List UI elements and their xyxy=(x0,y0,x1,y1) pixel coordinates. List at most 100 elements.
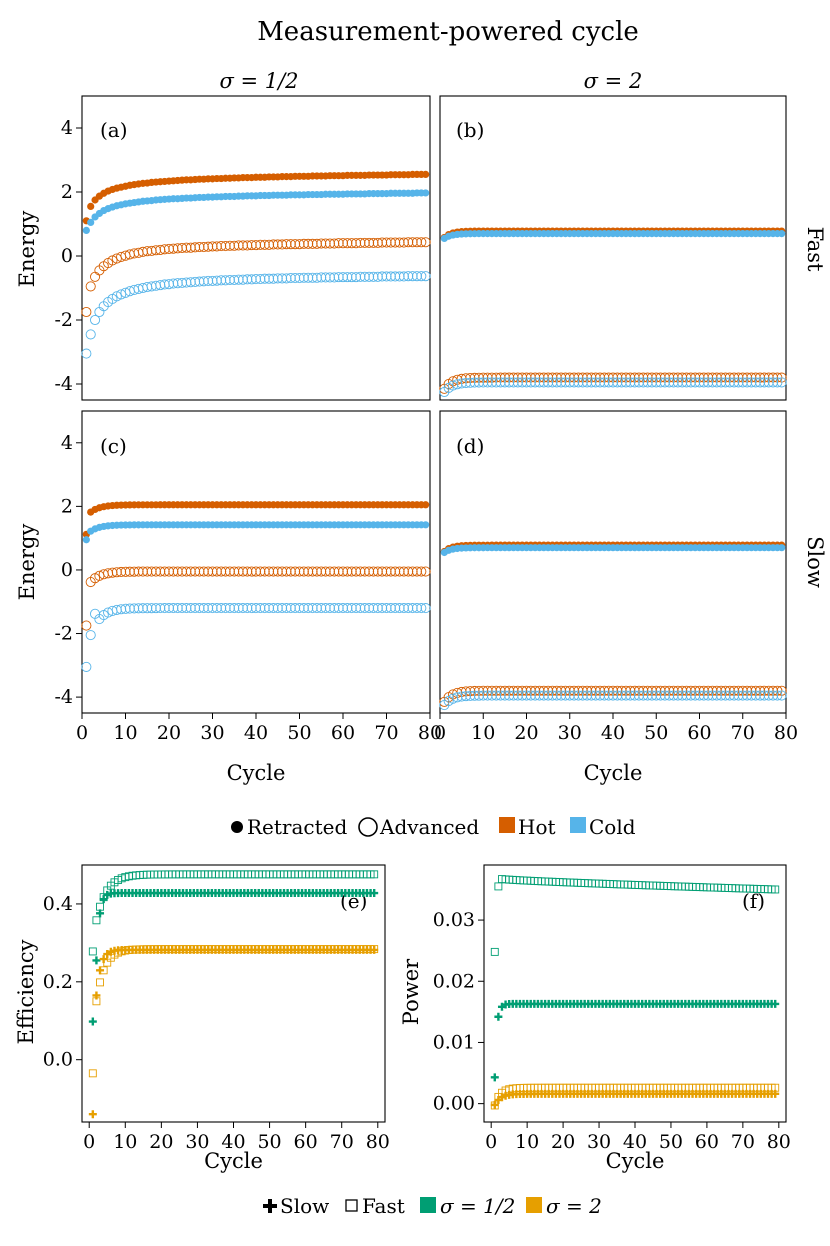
data-point xyxy=(237,603,248,614)
data-point xyxy=(655,690,666,701)
legend-fast-label: Fast xyxy=(362,1194,405,1218)
panel-f-series-fast-2 xyxy=(490,1083,780,1110)
legend-fast-marker xyxy=(345,1199,358,1212)
data-point xyxy=(124,566,135,577)
data-point xyxy=(211,241,222,252)
data-point xyxy=(469,377,480,388)
data-point xyxy=(420,237,431,248)
panel-c-series-hot-advanced xyxy=(81,566,431,631)
legend-hot-swatch xyxy=(499,817,515,833)
data-point xyxy=(698,377,709,388)
data-point xyxy=(538,690,549,701)
data-point xyxy=(277,273,288,284)
data-point xyxy=(190,566,201,577)
data-point xyxy=(181,242,192,253)
data-point xyxy=(216,566,227,577)
data-point xyxy=(277,566,288,577)
data-point xyxy=(203,603,214,614)
data-point xyxy=(556,377,567,388)
data-point xyxy=(767,377,779,388)
data-point xyxy=(385,271,396,282)
data-point xyxy=(172,243,183,254)
data-point xyxy=(564,690,575,701)
data-point xyxy=(290,239,301,250)
panel-d-frame xyxy=(439,410,787,714)
data-point xyxy=(150,566,161,577)
panel-f-frame xyxy=(483,864,787,1123)
data-point xyxy=(168,278,179,289)
data-point xyxy=(272,273,283,284)
data-point xyxy=(337,238,349,249)
data-point xyxy=(237,566,248,577)
data-point xyxy=(759,377,770,388)
data-point xyxy=(677,377,688,388)
data-point xyxy=(577,690,588,701)
data-point xyxy=(551,377,562,388)
data-point xyxy=(772,690,783,701)
panel-f-ytick-label: 0.01 xyxy=(433,1031,475,1053)
panel-d-label: (d) xyxy=(456,434,484,458)
data-point xyxy=(659,377,670,388)
data-point xyxy=(163,566,175,577)
data-point xyxy=(416,237,427,248)
panel-e-xtick-label: 60 xyxy=(294,1131,318,1153)
data-point xyxy=(81,306,92,318)
data-point xyxy=(190,603,201,614)
data-point xyxy=(755,377,766,388)
data-point xyxy=(272,603,283,614)
data-point xyxy=(116,289,127,300)
panel-e-xtick-label: 30 xyxy=(185,1131,209,1153)
data-point xyxy=(307,603,318,614)
legend-top: Retracted Advanced Hot Cold xyxy=(231,815,636,839)
data-point xyxy=(372,603,383,614)
data-point xyxy=(87,218,95,226)
data-point xyxy=(603,377,614,388)
data-point xyxy=(216,275,227,286)
data-point xyxy=(767,690,779,701)
data-point xyxy=(129,566,140,577)
data-point xyxy=(107,567,118,578)
row-header-slow: Slow xyxy=(803,536,827,588)
data-point xyxy=(185,277,196,288)
data-point xyxy=(81,348,92,359)
data-point xyxy=(198,276,209,287)
legend-advanced-marker xyxy=(358,817,378,837)
panel-e-series-slow-2 xyxy=(88,945,379,1119)
panel-d-series-cold-retracted xyxy=(440,544,786,557)
data-point xyxy=(129,603,140,614)
data-point xyxy=(290,603,301,614)
panel-a-label: (a) xyxy=(100,118,128,142)
data-point xyxy=(707,690,718,701)
data-point xyxy=(638,377,649,388)
data-point xyxy=(255,273,266,285)
data-point xyxy=(246,603,257,614)
data-point xyxy=(521,377,532,388)
panel-e-xtick-label: 0 xyxy=(83,1131,95,1153)
data-point xyxy=(711,690,722,701)
data-point xyxy=(220,241,231,252)
data-point xyxy=(320,603,331,614)
data-point xyxy=(616,690,627,701)
data-point xyxy=(181,277,192,288)
data-point xyxy=(324,272,336,283)
data-point xyxy=(159,566,170,577)
panel-a-frame xyxy=(81,95,431,401)
data-point xyxy=(298,603,309,614)
data-point xyxy=(711,377,722,388)
data-point xyxy=(237,274,248,285)
data-point xyxy=(525,377,536,388)
data-point xyxy=(694,377,705,388)
data-point xyxy=(329,566,340,577)
data-point xyxy=(407,237,418,248)
data-point xyxy=(776,377,787,388)
data-point xyxy=(612,690,623,701)
data-point xyxy=(668,690,679,701)
data-point xyxy=(277,239,288,250)
data-point xyxy=(359,271,370,282)
panel-e-xtick-label: 40 xyxy=(221,1131,245,1153)
panel-c-xtick-label: 50 xyxy=(287,722,311,744)
data-point xyxy=(229,274,240,286)
data-point xyxy=(607,377,619,388)
data-point xyxy=(390,566,401,577)
panel-d-xtick-label: 80 xyxy=(774,722,798,744)
